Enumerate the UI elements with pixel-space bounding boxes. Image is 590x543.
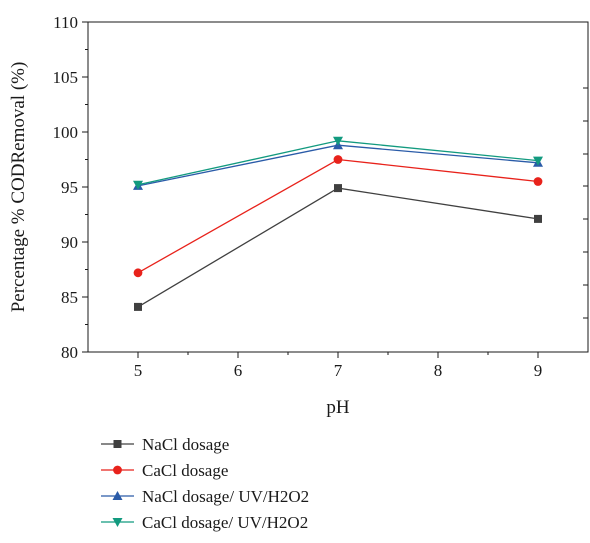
x-tick-label: 6 [234, 361, 243, 380]
series-line [137, 158, 539, 274]
data-point [333, 136, 343, 146]
legend-item: CaCl dosage [101, 461, 228, 480]
y-tick-label: 95 [61, 178, 78, 197]
legend-label: CaCl dosage [142, 461, 228, 480]
legend-item: NaCl dosage [101, 435, 229, 454]
y-tick-label: 100 [53, 123, 79, 142]
data-point [334, 184, 342, 193]
legend-marker [113, 440, 122, 448]
legend-item: NaCl dosage/ UV/H2O2 [101, 487, 309, 506]
series-1 [134, 184, 542, 311]
x-axis: 5 6 7 8 9 [134, 352, 543, 380]
data-point [533, 156, 543, 166]
series-2 [133, 155, 543, 278]
y-tick-label: 110 [53, 13, 78, 32]
legend-marker [112, 491, 123, 500]
legend-marker [112, 518, 123, 527]
x-axis-title: pH [326, 397, 350, 418]
x-tick-label: 5 [134, 361, 143, 380]
series-3 [133, 140, 543, 190]
x-tick-label: 8 [434, 361, 443, 380]
legend: NaCl dosage CaCl dosage NaCl dosage/ UV/H2… [101, 435, 309, 532]
right-axis-dashes [583, 87, 588, 319]
series-4 [133, 136, 543, 190]
y-tick-label: 90 [61, 233, 78, 252]
data-point [534, 214, 542, 223]
legend-label: NaCl dosage [142, 435, 229, 454]
data-point [333, 155, 343, 164]
data-point [134, 302, 142, 311]
legend-item: CaCl dosage/ UV/H2O2 [101, 513, 308, 532]
series-line [137, 187, 539, 308]
y-tick-label: 80 [61, 343, 78, 362]
y-axis: 80 85 90 95 100 105 110 [53, 13, 88, 362]
x-tick-label: 7 [334, 361, 343, 380]
data-point [133, 268, 143, 278]
data-point [133, 180, 143, 190]
series-line [137, 144, 539, 187]
y-tick-label: 85 [61, 288, 78, 307]
legend-label: NaCl dosage/ UV/H2O2 [142, 487, 309, 506]
data-point [533, 177, 543, 186]
x-tick-label: 9 [534, 361, 543, 380]
legend-marker [113, 465, 122, 475]
legend-label: CaCl dosage/ UV/H2O2 [142, 513, 308, 532]
y-axis-title: Percentage % CODRemoval (%) [8, 62, 29, 313]
series-layer [133, 136, 543, 311]
y-tick-label: 105 [53, 68, 79, 87]
